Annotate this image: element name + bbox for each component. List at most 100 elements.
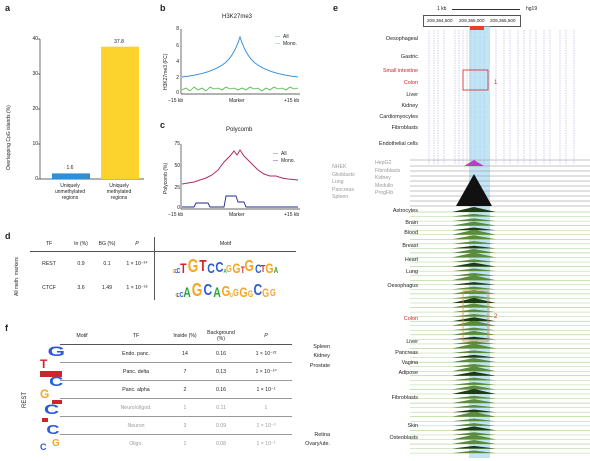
svg-text:T: T xyxy=(40,357,48,371)
track-breast: Breast xyxy=(402,243,418,249)
panel-b-label: b xyxy=(160,3,166,13)
table-row: Panc. alpha 2 0.16 1 × 10⁻¹ xyxy=(60,381,292,399)
motif-base: A xyxy=(273,265,279,275)
signal-peak xyxy=(452,432,496,435)
panel-b-ytick-8: 8 xyxy=(176,26,179,32)
panel-f-head-motif: Motif xyxy=(76,332,88,339)
panel-b-ytick-2: 2 xyxy=(176,75,179,81)
signal-peak xyxy=(452,434,496,440)
panel-b-line-mono xyxy=(181,86,299,92)
panel-f-r2-p: 1 × 10⁻¹ xyxy=(256,386,276,393)
panel-f-r1-in: 7 xyxy=(183,368,187,375)
motif-base: C xyxy=(176,267,181,275)
signal-peak xyxy=(452,385,496,390)
panel-c-line-all xyxy=(181,149,299,185)
svg-text:C: C xyxy=(44,401,59,417)
panel-f-r0-bg: 0.16 xyxy=(215,350,227,357)
motif-base: C xyxy=(206,259,215,276)
panel-f-table: Motif TF Inside (%) Background (%) P End… xyxy=(60,327,292,453)
signal-peak xyxy=(452,426,496,431)
panel-e-genome: hg19 xyxy=(526,6,538,12)
panel-f-r3-bg: 0.11 xyxy=(216,404,226,411)
signal-peak xyxy=(452,404,496,408)
panel-f-r4-p: 1 × 10⁻³ xyxy=(256,422,276,429)
track-retina: Retina xyxy=(314,432,330,438)
signal-peak xyxy=(452,423,496,426)
panel-f-r5-in: 1 xyxy=(183,440,187,447)
panel-a-ytick-30: 30 xyxy=(32,71,38,77)
panel-b-xtick-left: −15 kb xyxy=(168,98,184,104)
panel-b-legend-all-swatch: — xyxy=(275,34,280,40)
signal-peak xyxy=(452,409,496,413)
motif-base: G xyxy=(239,283,248,300)
signal-peak xyxy=(452,440,496,445)
panel-d-table: TF In (%) BG (%) P Motif REST 0.9 0.1 1 … xyxy=(30,237,296,300)
motif-base: T xyxy=(240,264,245,275)
panel-d-head-p: P xyxy=(135,241,139,247)
track-prostate: Prostate xyxy=(309,363,330,369)
motif-base: A xyxy=(183,283,191,300)
panel-e-region-1-mark: 1 xyxy=(494,80,498,86)
panel-c-legend-all-swatch: — xyxy=(273,151,278,157)
motif-base: G xyxy=(262,285,270,300)
signal-peak xyxy=(452,241,496,244)
panel-e-coord-1: 209,365,000 xyxy=(459,18,485,23)
panel-d-head-in: In (%) xyxy=(74,241,88,247)
panel-f-r0-p: 1 × 10⁻²² xyxy=(255,350,277,357)
panel-d-head-bg: BG (%) xyxy=(98,241,116,247)
signal-peak xyxy=(452,343,496,349)
panel-a-value-unmethylated: 1.6 xyxy=(66,165,74,172)
signal-peak xyxy=(452,377,496,381)
panel-d-label: d xyxy=(5,231,11,241)
panel-f-head-bg: Background (%) xyxy=(207,329,235,342)
panel-a-ytick-20: 20 xyxy=(32,106,38,112)
panel-c-xtick-right: +15 kb xyxy=(284,212,300,218)
track-fibroblasts-top: Fibroblasts xyxy=(391,125,418,131)
panel-e-label: e xyxy=(333,3,339,13)
table-row: Oligo. 1 0.08 1 × 10⁻¹ xyxy=(60,435,292,453)
svg-text:C: C xyxy=(49,374,63,390)
signal-peak xyxy=(452,229,496,235)
track-lung: Lung xyxy=(406,269,418,275)
panel-f-r1-bg: 0.13 xyxy=(215,368,227,375)
track-brain: Brain xyxy=(405,220,418,226)
track-vagina: Vagina xyxy=(401,360,418,366)
motif-base: G xyxy=(225,263,232,275)
track-liver-bottom: Liver xyxy=(406,339,418,345)
signal-peak xyxy=(452,207,496,212)
panel-e-region-2 xyxy=(462,290,489,342)
signal-peak xyxy=(452,350,496,354)
signal-peak xyxy=(452,411,496,417)
panel-f-r4-bg: 0.09 xyxy=(215,422,227,429)
panel-f-r5-p: 1 × 10⁻¹ xyxy=(256,440,276,447)
signal-peak xyxy=(452,399,496,404)
svg-text:G: G xyxy=(48,343,65,359)
motif-base: C xyxy=(215,258,224,276)
track-blood: Blood xyxy=(404,230,418,236)
panel-f-r5-tf: Oligo. xyxy=(129,440,143,447)
track-heart: Heart xyxy=(404,257,418,263)
motif-base: G xyxy=(247,288,253,299)
panel-e-cell-lines-left: NHEK Glioblasts Lung Pancreas Spleen xyxy=(332,164,355,200)
signal-peak xyxy=(452,218,496,222)
panel-c-title: Polycomb xyxy=(226,127,253,133)
panel-c-legend-mono-swatch: — xyxy=(273,158,278,164)
panel-b-ytick-6: 6 xyxy=(176,43,179,49)
motif-base: C xyxy=(174,268,178,275)
track-gastric: Gastric xyxy=(400,54,418,60)
signal-peak xyxy=(452,259,496,263)
signal-peak xyxy=(452,262,496,267)
panel-b-legend-all: All xyxy=(283,34,289,40)
motif-base: G xyxy=(221,282,230,300)
panel-e-coord-0: 209,364,500 xyxy=(427,18,453,23)
svg-text:C: C xyxy=(46,423,59,437)
signal-peak xyxy=(452,395,496,399)
signal-peak xyxy=(452,450,496,454)
motif-base: G xyxy=(172,268,176,275)
signal-peak xyxy=(452,227,496,231)
panel-f-r2-bg: 0.16 xyxy=(215,386,227,393)
panel-f-side-wrap: REST xyxy=(22,390,32,420)
signal-peak xyxy=(452,248,496,253)
panel-f-r4-tf: Neuron xyxy=(127,422,145,429)
